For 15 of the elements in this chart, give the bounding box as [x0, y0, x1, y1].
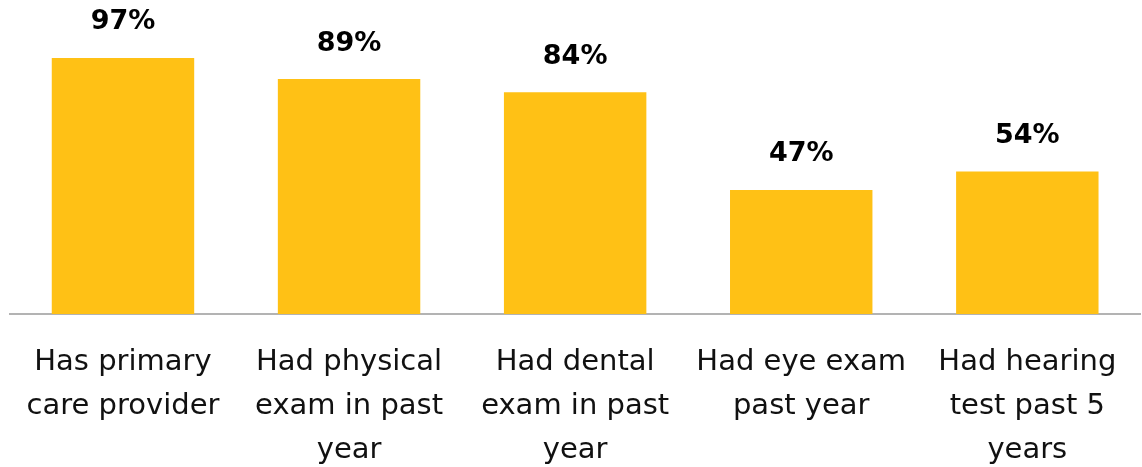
bar [503, 92, 647, 314]
x-tick-label: Had dental exam in past year [481, 342, 670, 465]
x-tick-label: Had eye exam past year [696, 342, 907, 421]
x-tick-label: Had physical exam in past year [255, 342, 444, 465]
x-tick-label: Had hearing test past 5 years [938, 342, 1117, 465]
data-label: 54% [994, 117, 1060, 149]
bar [956, 171, 1099, 314]
data-label: 47% [768, 136, 834, 168]
data-label: 84% [542, 38, 608, 70]
data-label: 89% [316, 25, 382, 57]
bar [277, 79, 421, 314]
x-tick-label: Has primary care provider [26, 342, 220, 421]
bar [730, 189, 873, 314]
bar [51, 57, 195, 314]
data-label: 97% [90, 4, 156, 36]
